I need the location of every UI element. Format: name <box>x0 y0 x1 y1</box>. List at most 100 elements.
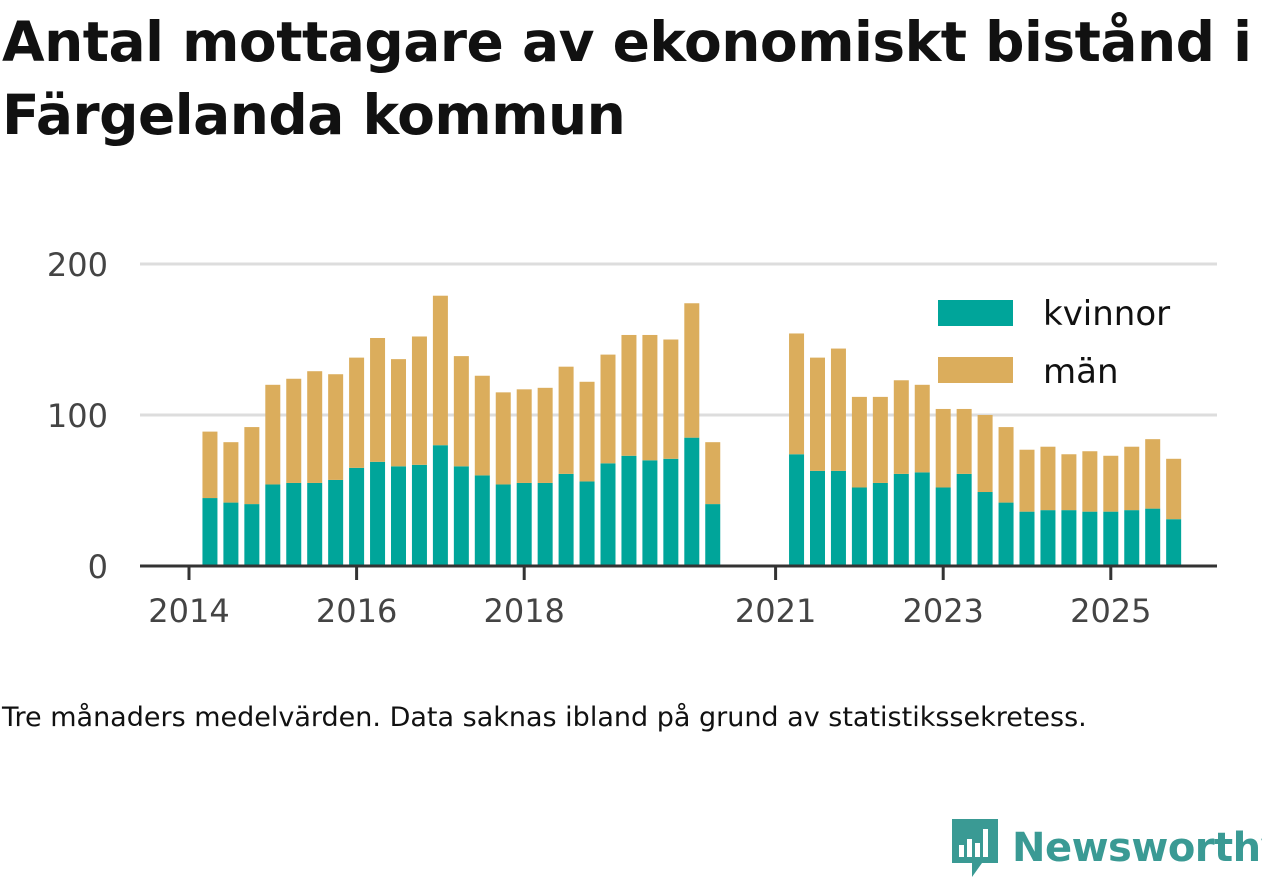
bar-man <box>998 427 1014 503</box>
bar-kvinnor <box>432 445 448 566</box>
bar-kvinnor <box>558 473 574 566</box>
bar-kvinnor <box>810 470 825 566</box>
bar-kvinnor <box>265 484 281 566</box>
x-tick-label: 2025 <box>1070 592 1151 630</box>
bar-kvinnor <box>977 492 993 566</box>
bar-man <box>349 357 365 468</box>
brand-logo: Newsworthy <box>950 815 1262 881</box>
bar-man <box>621 334 637 456</box>
bar-kvinnor <box>705 504 721 566</box>
bar-kvinnor <box>1061 510 1077 566</box>
x-axis <box>140 564 1217 580</box>
bar-kvinnor <box>621 455 637 566</box>
bar-kvinnor <box>956 473 972 566</box>
bar-man <box>411 336 427 465</box>
bar-kvinnor <box>1082 511 1098 566</box>
legend-swatch-kvinnor <box>938 300 1013 326</box>
bar-kvinnor <box>202 498 218 566</box>
bar-kvinnor <box>998 502 1014 566</box>
bar-kvinnor <box>244 504 260 566</box>
bar-man <box>642 334 658 461</box>
bar-man <box>830 348 846 471</box>
bar-man <box>1124 446 1140 511</box>
bar-man <box>600 354 616 464</box>
bar-man <box>474 375 490 476</box>
bar-kvinnor <box>789 454 805 566</box>
bar-kvinnor <box>1124 510 1140 566</box>
bar-man <box>307 371 323 483</box>
bar-man <box>1061 454 1077 511</box>
bar-kvinnor <box>1040 510 1056 566</box>
bar-man <box>453 356 469 467</box>
bar-man <box>1103 455 1119 512</box>
bar-kvinnor <box>223 502 239 566</box>
bar-kvinnor <box>370 461 386 566</box>
bar-man <box>935 408 951 488</box>
bar-kvinnor <box>391 466 406 566</box>
x-axis-labels: 2014 2016 2018 2021 2023 2025 <box>148 592 1151 630</box>
bar-man <box>432 295 448 446</box>
bar-kvinnor <box>1145 508 1161 566</box>
bar-kvinnor <box>642 460 658 566</box>
legend-swatch-man <box>938 357 1013 383</box>
bar-kvinnor <box>328 479 344 566</box>
bar-man <box>914 384 930 473</box>
bar-man <box>391 359 406 467</box>
chart-title: Antal mottagare av ekonomiskt bistånd i … <box>2 10 1252 147</box>
footnote: Tre månaders medelvärden. Data saknas ib… <box>2 702 1087 733</box>
bar-man <box>516 389 532 483</box>
bar-man <box>579 381 595 482</box>
x-tick-label: 2016 <box>316 592 397 630</box>
x-tick-label: 2018 <box>483 592 564 630</box>
y-tick-label: 200 <box>47 246 108 284</box>
y-axis-labels: 0 100 200 <box>47 246 108 586</box>
bar-man <box>810 357 825 471</box>
legend: kvinnor män <box>938 294 1170 392</box>
bar-kvinnor <box>1166 519 1182 566</box>
bar-man <box>789 333 805 455</box>
bar-kvinnor <box>830 470 846 566</box>
y-tick-label: 100 <box>47 397 108 435</box>
bar-kvinnor <box>663 458 679 566</box>
bar-kvinnor <box>851 487 867 566</box>
y-tick-label: 0 <box>88 548 108 586</box>
bar-man <box>705 442 721 505</box>
bar-kvinnor <box>349 467 365 566</box>
bar-man <box>202 431 218 499</box>
bar-man <box>977 415 993 493</box>
bar-kvinnor <box>914 472 930 566</box>
brand-name: Newsworthy <box>1012 825 1262 871</box>
x-tick-label: 2014 <box>148 592 229 630</box>
bar-kvinnor <box>893 473 909 566</box>
bar-man <box>1082 451 1098 512</box>
bar-man <box>286 378 302 483</box>
bar-man <box>1166 458 1182 520</box>
legend-label-man: män <box>1043 352 1119 392</box>
bar-kvinnor <box>684 437 700 566</box>
bar-man <box>1145 439 1161 509</box>
bar-kvinnor <box>286 482 302 566</box>
x-tick-label: 2021 <box>735 592 816 630</box>
bar-man <box>1019 449 1035 512</box>
bar-kvinnor <box>516 482 532 566</box>
bar-kvinnor <box>1019 511 1035 566</box>
grid-lines <box>140 262 1217 417</box>
bar-chart: 0 100 200 2014 2016 2018 2021 2023 2025 kvinnor… <box>47 246 1217 630</box>
bar-kvinnor <box>474 475 490 566</box>
bar-man <box>328 374 344 480</box>
bar-man <box>684 303 700 438</box>
bar-kvinnor <box>579 481 595 566</box>
bar-man <box>1040 446 1056 511</box>
bar-man <box>558 366 574 474</box>
bar-kvinnor <box>537 482 553 566</box>
bar-kvinnor <box>600 463 616 566</box>
bar-man <box>495 392 511 485</box>
bar-man <box>956 408 972 474</box>
bar-man <box>537 387 553 483</box>
bar-kvinnor <box>872 482 888 566</box>
bar-man <box>370 337 386 462</box>
bar-man <box>872 396 888 483</box>
bar-man <box>244 427 260 505</box>
bar-man <box>223 442 239 503</box>
bar-kvinnor <box>411 464 427 566</box>
